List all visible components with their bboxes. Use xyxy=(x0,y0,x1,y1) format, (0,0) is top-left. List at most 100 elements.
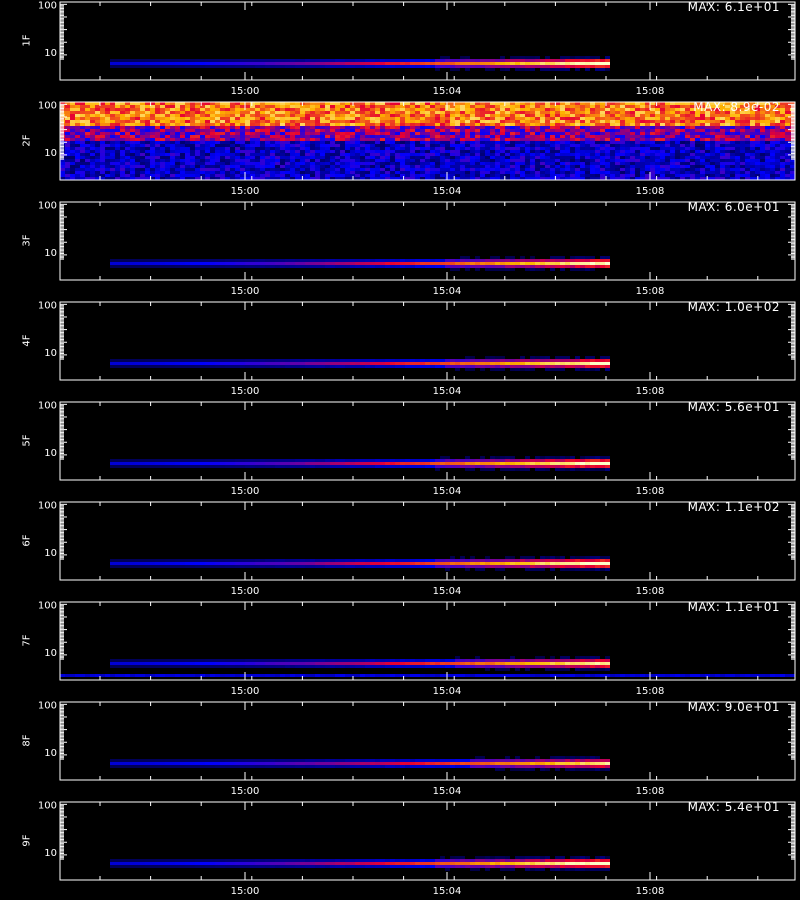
heatmap-cell xyxy=(650,150,655,153)
heatmap-cell xyxy=(255,65,260,68)
heatmap-cell xyxy=(680,165,685,168)
heatmap-cell xyxy=(420,262,425,265)
heatmap-cell xyxy=(60,168,65,171)
heatmap-cell xyxy=(640,156,645,159)
heatmap-cell xyxy=(675,153,680,156)
heatmap-cell xyxy=(375,65,380,68)
heatmap-cell xyxy=(460,65,465,68)
heatmap-cell xyxy=(435,153,440,156)
heatmap-cell xyxy=(540,268,545,271)
heatmap-cell xyxy=(320,59,325,62)
heatmap-cell xyxy=(790,174,795,177)
heatmap-cell xyxy=(680,141,685,144)
heatmap-cell xyxy=(740,129,745,132)
heatmap-cell xyxy=(245,114,250,117)
heatmap-cell xyxy=(530,159,535,162)
heatmap-cell xyxy=(360,159,365,162)
heatmap-cell xyxy=(350,262,355,265)
heatmap-cell xyxy=(495,265,500,268)
heatmap-cell xyxy=(650,171,655,174)
heatmap-cell xyxy=(625,153,630,156)
heatmap-cell xyxy=(445,147,450,150)
heatmap-cell xyxy=(665,138,670,141)
heatmap-cell xyxy=(445,129,450,132)
heatmap-cell xyxy=(575,147,580,150)
heatmap-cell xyxy=(355,144,360,147)
heatmap-cell xyxy=(295,162,300,165)
heatmap-cell xyxy=(130,129,135,132)
heatmap-cell xyxy=(70,168,75,171)
heatmap-cell xyxy=(390,126,395,129)
heatmap-cell xyxy=(150,65,155,68)
heatmap-cell xyxy=(135,162,140,165)
heatmap-cell xyxy=(210,362,215,365)
heatmap-cell xyxy=(430,262,435,265)
heatmap-cell xyxy=(280,165,285,168)
heatmap-cell xyxy=(245,153,250,156)
heatmap-cell xyxy=(285,111,290,114)
heatmap-cell xyxy=(125,362,130,365)
heatmap-cell xyxy=(245,262,250,265)
heatmap-cell xyxy=(505,65,510,68)
heatmap-cell xyxy=(355,265,360,268)
heatmap-cell xyxy=(405,168,410,171)
heatmap-cell xyxy=(320,165,325,168)
heatmap-cell xyxy=(500,111,505,114)
heatmap-cell xyxy=(765,153,770,156)
heatmap-cell xyxy=(575,165,580,168)
heatmap-cell xyxy=(770,177,775,180)
heatmap-cell xyxy=(275,177,280,180)
heatmap-cell xyxy=(320,102,325,105)
heatmap-cell xyxy=(380,262,385,265)
heatmap-cell xyxy=(185,265,190,268)
heatmap-cell xyxy=(785,129,790,132)
heatmap-cell xyxy=(625,141,630,144)
heatmap-cell xyxy=(690,147,695,150)
heatmap-cell xyxy=(400,65,405,68)
heatmap-cell xyxy=(690,174,695,177)
heatmap-cell xyxy=(185,171,190,174)
heatmap-cell xyxy=(530,156,535,159)
heatmap-cell xyxy=(385,59,390,62)
heatmap-cell xyxy=(495,117,500,120)
heatmap-cell xyxy=(160,123,165,126)
heatmap-cell xyxy=(200,132,205,135)
heatmap-cell xyxy=(300,168,305,171)
heatmap-cell xyxy=(635,129,640,132)
heatmap-cell xyxy=(670,108,675,111)
heatmap-cell xyxy=(115,259,120,262)
heatmap-cell xyxy=(140,120,145,123)
heatmap-cell xyxy=(420,117,425,120)
heatmap-cell xyxy=(575,129,580,132)
heatmap-cell xyxy=(250,165,255,168)
heatmap-cell xyxy=(380,168,385,171)
heatmap-cell xyxy=(685,147,690,150)
heatmap-cell xyxy=(755,153,760,156)
heatmap-cell xyxy=(195,147,200,150)
heatmap-cell xyxy=(575,156,580,159)
heatmap-cell xyxy=(560,262,565,265)
heatmap-cell xyxy=(785,162,790,165)
heatmap-cell xyxy=(475,165,480,168)
heatmap-cell xyxy=(675,135,680,138)
heatmap-cell xyxy=(445,135,450,138)
heatmap-cell xyxy=(580,144,585,147)
heatmap-cell xyxy=(155,126,160,129)
heatmap-cell xyxy=(630,108,635,111)
heatmap-cell xyxy=(790,171,795,174)
heatmap-cell xyxy=(790,159,795,162)
heatmap-cell xyxy=(505,114,510,117)
heatmap-cell xyxy=(260,147,265,150)
heatmap-cell xyxy=(325,132,330,135)
heatmap-cell xyxy=(480,156,485,159)
heatmap-cell xyxy=(340,65,345,68)
heatmap-cell xyxy=(420,138,425,141)
heatmap-cell xyxy=(715,162,720,165)
heatmap-cell xyxy=(450,108,455,111)
heatmap-cell xyxy=(65,111,70,114)
heatmap-cell xyxy=(330,114,335,117)
heatmap-cell xyxy=(175,359,180,362)
heatmap-cell xyxy=(480,135,485,138)
heatmap-cell xyxy=(700,123,705,126)
heatmap-cell xyxy=(695,153,700,156)
